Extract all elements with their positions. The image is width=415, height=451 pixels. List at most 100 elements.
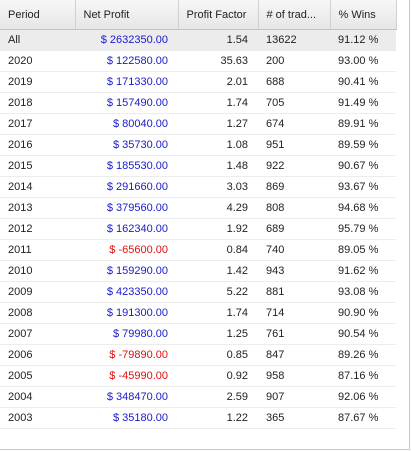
table-cell: $ -45990.00 [75,365,178,387]
table-cell: 87.67 % [330,407,396,429]
table-row[interactable]: 2017 $ 80040.00 1.27 674 89.91 % [0,113,396,135]
table-cell: 95.79 % [330,218,396,240]
table-cell: 2018 [0,92,75,114]
table-cell: 90.67 % [330,155,396,177]
table-cell: 922 [258,155,330,177]
table-cell: 2020 [0,50,75,72]
table-cell: 958 [258,365,330,387]
table-cell: 1.74 [178,302,258,324]
table-cell: $ -65600.00 [75,239,178,261]
table-cell: 951 [258,134,330,156]
table-cell: 89.26 % [330,344,396,366]
table-cell: 705 [258,92,330,114]
table-cell: 2010 [0,260,75,282]
table-cell: 688 [258,71,330,93]
table-cell: 2.59 [178,386,258,408]
table-cell: 5.22 [178,281,258,303]
table-cell: 0.85 [178,344,258,366]
table-row[interactable]: 2010 $ 159290.00 1.42 943 91.62 % [0,260,396,282]
table-cell: 13622 [258,29,330,51]
table-cell: 2.01 [178,71,258,93]
table-cell: 4.29 [178,197,258,219]
table-row[interactable]: 2008 $ 191300.00 1.74 714 90.90 % [0,302,396,324]
column-header[interactable]: Net Profit [75,0,179,30]
table-row[interactable]: 2004 $ 348470.00 2.59 907 92.06 % [0,386,396,408]
table-cell: $ 80040.00 [75,113,178,135]
table-cell: 2017 [0,113,75,135]
table-row[interactable]: 2014 $ 291660.00 3.03 869 93.67 % [0,176,396,198]
table-cell: 91.62 % [330,260,396,282]
column-header[interactable]: Profit Factor [178,0,259,30]
table-cell: 2011 [0,239,75,261]
table-cell: 847 [258,344,330,366]
table-row[interactable]: 2011 $ -65600.00 0.84 740 89.05 % [0,239,396,261]
table-cell: 740 [258,239,330,261]
table-cell: 2003 [0,407,75,429]
table-cell: 93.67 % [330,176,396,198]
table-row[interactable]: All $ 2632350.00 1.54 13622 91.12 % [0,29,396,51]
table-cell: $ 159290.00 [75,260,178,282]
table-row[interactable]: 2009 $ 423350.00 5.22 881 93.08 % [0,281,396,303]
table-cell: $ 2632350.00 [75,29,178,51]
table-cell: 674 [258,113,330,135]
table-cell: 2007 [0,323,75,345]
table-row[interactable]: 2007 $ 79980.00 1.25 761 90.54 % [0,323,396,345]
column-header[interactable]: % Wins [330,0,397,30]
table-cell: $ 35180.00 [75,407,178,429]
table-cell: $ 348470.00 [75,386,178,408]
table-row[interactable]: 2005 $ -45990.00 0.92 958 87.16 % [0,365,396,387]
table-cell: 2012 [0,218,75,240]
table-cell: 1.22 [178,407,258,429]
column-header[interactable]: Period [0,0,76,30]
table-cell: 91.49 % [330,92,396,114]
table-cell: $ -79890.00 [75,344,178,366]
table-row[interactable]: 2018 $ 157490.00 1.74 705 91.49 % [0,92,396,114]
table-row[interactable]: 2013 $ 379560.00 4.29 808 94.68 % [0,197,396,219]
table-cell: 881 [258,281,330,303]
table-cell: All [0,29,75,51]
table-cell: 89.91 % [330,113,396,135]
table-cell: 0.84 [178,239,258,261]
table-cell: 365 [258,407,330,429]
table-row[interactable]: 2020 $ 122580.00 35.63 200 93.00 % [0,50,396,72]
table-cell: 2004 [0,386,75,408]
table-cell: 200 [258,50,330,72]
table-cell: $ 171330.00 [75,71,178,93]
table-cell: 0.92 [178,365,258,387]
table-cell: 2015 [0,155,75,177]
table-row[interactable]: 2006 $ -79890.00 0.85 847 89.26 % [0,344,396,366]
table-cell: 2006 [0,344,75,366]
table-cell: 93.00 % [330,50,396,72]
table-cell: 761 [258,323,330,345]
table-row[interactable]: 2012 $ 162340.00 1.92 689 95.79 % [0,218,396,240]
table-cell: 1.48 [178,155,258,177]
table-cell: 714 [258,302,330,324]
table-cell: 90.54 % [330,323,396,345]
table-row[interactable]: 2003 $ 35180.00 1.22 365 87.67 % [0,407,396,429]
table-cell: $ 379560.00 [75,197,178,219]
table-row[interactable]: 2019 $ 171330.00 2.01 688 90.41 % [0,71,396,93]
table-cell: $ 157490.00 [75,92,178,114]
table-cell: 907 [258,386,330,408]
table-cell: 1.92 [178,218,258,240]
table-cell: $ 185530.00 [75,155,178,177]
table-cell: 2016 [0,134,75,156]
table-row[interactable]: 2016 $ 35730.00 1.08 951 89.59 % [0,134,396,156]
table-cell: 90.90 % [330,302,396,324]
table-cell: 808 [258,197,330,219]
table-cell: 90.41 % [330,71,396,93]
table-row[interactable]: 2015 $ 185530.00 1.48 922 90.67 % [0,155,396,177]
table-cell: 943 [258,260,330,282]
table-cell: 2014 [0,176,75,198]
table-cell: 2005 [0,365,75,387]
table-cell: 35.63 [178,50,258,72]
table-cell: 1.54 [178,29,258,51]
table-cell: 1.27 [178,113,258,135]
table-cell: 1.74 [178,92,258,114]
results-table: Period Net Profit Profit Factor # of trad..… [0,0,397,429]
table-body: All $ 2632350.00 1.54 13622 91.12 % 2020 $ 122… [0,29,396,429]
header-row: Period Net Profit Profit Factor # of trad..… [0,0,397,30]
column-header[interactable]: # of trad... [258,0,331,30]
table-cell: 91.12 % [330,29,396,51]
